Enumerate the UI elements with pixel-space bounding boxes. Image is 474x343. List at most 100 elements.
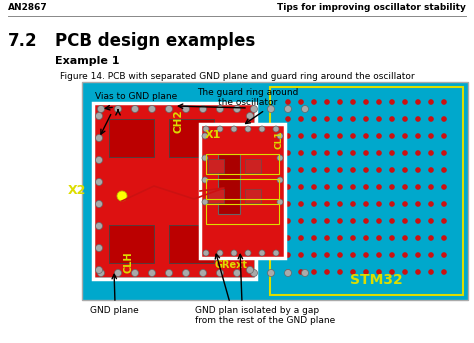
Circle shape [324,252,330,258]
Circle shape [267,106,274,113]
Circle shape [277,199,283,205]
Circle shape [217,126,223,132]
Circle shape [217,106,224,113]
Circle shape [363,218,369,224]
Circle shape [115,106,121,113]
Circle shape [415,150,421,156]
Circle shape [350,116,356,122]
Circle shape [95,245,102,251]
Bar [206,154,279,174]
Circle shape [402,133,408,139]
Circle shape [231,126,237,132]
Circle shape [298,218,304,224]
Circle shape [95,113,102,119]
Circle shape [301,106,309,113]
Circle shape [285,99,291,105]
Text: 7.2: 7.2 [8,32,37,50]
Circle shape [402,99,408,105]
Text: CH2: CH2 [174,109,184,133]
Circle shape [285,201,291,207]
Circle shape [246,223,254,229]
Circle shape [350,252,356,258]
Bar [109,225,154,263]
Circle shape [376,116,382,122]
Circle shape [389,252,395,258]
Circle shape [337,150,343,156]
Circle shape [202,199,208,205]
Bar [169,225,214,263]
Text: The guard ring around
the oscillator: The guard ring around the oscillator [197,88,299,107]
Circle shape [298,99,304,105]
Circle shape [363,184,369,190]
Circle shape [350,150,356,156]
Bar [206,204,279,224]
Bar [245,159,261,173]
Circle shape [95,223,102,229]
Circle shape [402,235,408,241]
Circle shape [402,252,408,258]
Circle shape [428,252,434,258]
Circle shape [259,250,265,256]
Circle shape [376,201,382,207]
Circle shape [337,184,343,190]
Circle shape [428,99,434,105]
Circle shape [298,269,304,275]
Circle shape [250,270,257,276]
Circle shape [441,269,447,275]
Bar [169,119,214,157]
Circle shape [203,250,209,256]
Text: Figure 14. PCB with separated GND plane and guard ring around the oscillator: Figure 14. PCB with separated GND plane … [60,72,414,81]
Text: GND plane: GND plane [90,306,139,315]
Circle shape [203,126,209,132]
Circle shape [402,184,408,190]
Circle shape [441,133,447,139]
Circle shape [350,201,356,207]
Circle shape [298,201,304,207]
Circle shape [428,184,434,190]
Bar [218,154,240,214]
Circle shape [115,270,121,276]
Circle shape [246,201,254,208]
Circle shape [284,106,292,113]
Circle shape [95,201,102,208]
Circle shape [311,218,317,224]
Circle shape [298,167,304,173]
Circle shape [117,191,127,201]
Circle shape [415,99,421,105]
Circle shape [298,235,304,241]
Circle shape [402,201,408,207]
Circle shape [202,133,208,139]
Text: STM32: STM32 [350,273,402,287]
Bar [245,189,261,203]
Circle shape [284,270,292,276]
Circle shape [350,167,356,173]
Circle shape [311,133,317,139]
Circle shape [415,133,421,139]
Circle shape [389,133,395,139]
Circle shape [389,269,395,275]
Circle shape [285,218,291,224]
Circle shape [267,270,274,276]
Circle shape [415,184,421,190]
Circle shape [98,270,104,276]
Circle shape [402,269,408,275]
Circle shape [182,106,190,113]
Circle shape [363,150,369,156]
Circle shape [311,116,317,122]
Circle shape [415,167,421,173]
Circle shape [337,167,343,173]
Circle shape [324,99,330,105]
Circle shape [376,150,382,156]
Circle shape [250,106,257,113]
Circle shape [285,235,291,241]
Circle shape [285,150,291,156]
Circle shape [389,201,395,207]
Circle shape [311,167,317,173]
Circle shape [324,150,330,156]
Circle shape [389,235,395,241]
Circle shape [95,156,102,164]
Bar [234,164,240,224]
Circle shape [231,250,237,256]
Circle shape [376,269,382,275]
Circle shape [363,252,369,258]
